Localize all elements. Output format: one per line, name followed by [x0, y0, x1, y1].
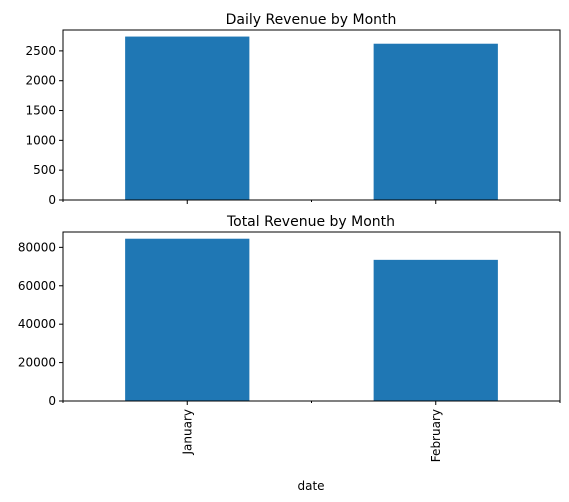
- daily-revenue-y-tick-label: 1000: [25, 133, 56, 147]
- total-revenue-x-tick-label: January: [180, 409, 194, 456]
- daily-revenue-y-tick-label: 2500: [25, 44, 56, 58]
- daily-revenue-bar-january: [125, 36, 250, 201]
- total-revenue-y-tick-label: 0: [48, 394, 56, 408]
- total-revenue-plot-frame: [62, 231, 561, 402]
- total-revenue-x-axis: January February: [62, 401, 561, 462]
- total-revenue-y-tick-label: 40000: [18, 317, 56, 331]
- daily-revenue-y-axis: 0 500 1000 1500 2000 2500: [25, 44, 63, 207]
- daily-revenue-y-tick-label: 1500: [25, 104, 56, 118]
- daily-revenue-bar-february: [373, 43, 498, 200]
- total-revenue-bars: [125, 238, 498, 401]
- total-revenue-bar-january: [125, 238, 250, 401]
- total-revenue-bar-february: [373, 259, 498, 401]
- daily-revenue-plot-frame: [62, 29, 561, 201]
- daily-revenue-bars: [125, 36, 498, 201]
- daily-revenue-chart: Daily Revenue by Month 0 500 1000 1500 2000 2…: [25, 12, 561, 207]
- total-revenue-x-tick-label: February: [429, 409, 443, 462]
- total-revenue-y-tick-label: 60000: [18, 279, 56, 293]
- total-revenue-chart: Total Revenue by Month 0 20000 40000 60000 8…: [18, 214, 561, 493]
- total-revenue-y-tick-label: 20000: [18, 356, 56, 370]
- total-revenue-y-tick-label: 80000: [18, 240, 56, 254]
- total-revenue-title: Total Revenue by Month: [226, 214, 395, 230]
- daily-revenue-y-tick-label: 0: [48, 193, 56, 207]
- daily-revenue-y-tick-label: 500: [33, 163, 56, 177]
- daily-revenue-title: Daily Revenue by Month: [226, 12, 397, 28]
- x-axis-label: date: [297, 479, 324, 493]
- total-revenue-y-axis: 0 20000 40000 60000 80000: [18, 240, 63, 408]
- daily-revenue-y-tick-label: 2000: [25, 74, 56, 88]
